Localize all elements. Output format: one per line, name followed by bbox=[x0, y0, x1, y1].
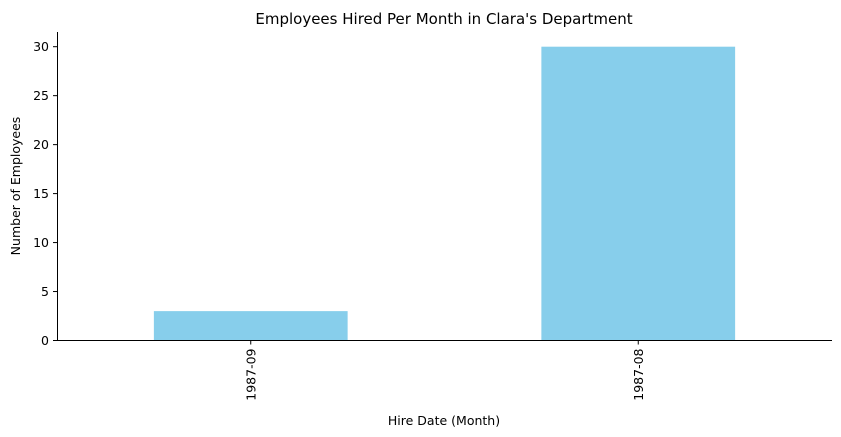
y-tick-label: 0 bbox=[41, 333, 49, 348]
x-axis-label: Hire Date (Month) bbox=[388, 413, 500, 428]
bars-group bbox=[153, 46, 736, 341]
y-tick-label: 25 bbox=[33, 88, 49, 103]
x-tick-label: 1987-09 bbox=[243, 348, 258, 400]
chart-title: Employees Hired Per Month in Clara's Dep… bbox=[255, 10, 632, 28]
y-axis-ticks: 0 5 10 15 20 25 30 bbox=[33, 39, 57, 348]
y-tick-label: 30 bbox=[33, 39, 49, 54]
y-tick-label: 10 bbox=[33, 235, 49, 250]
bar-1987-09 bbox=[153, 311, 348, 341]
y-axis-label: Number of Employees bbox=[8, 117, 23, 256]
bar-1987-08 bbox=[541, 46, 736, 341]
y-tick-label: 15 bbox=[33, 186, 49, 201]
x-axis-ticks: 1987-09 1987-08 bbox=[243, 340, 646, 401]
y-tick-label: 20 bbox=[33, 137, 49, 152]
y-tick-label: 5 bbox=[41, 284, 49, 299]
x-tick-label: 1987-08 bbox=[631, 348, 646, 400]
